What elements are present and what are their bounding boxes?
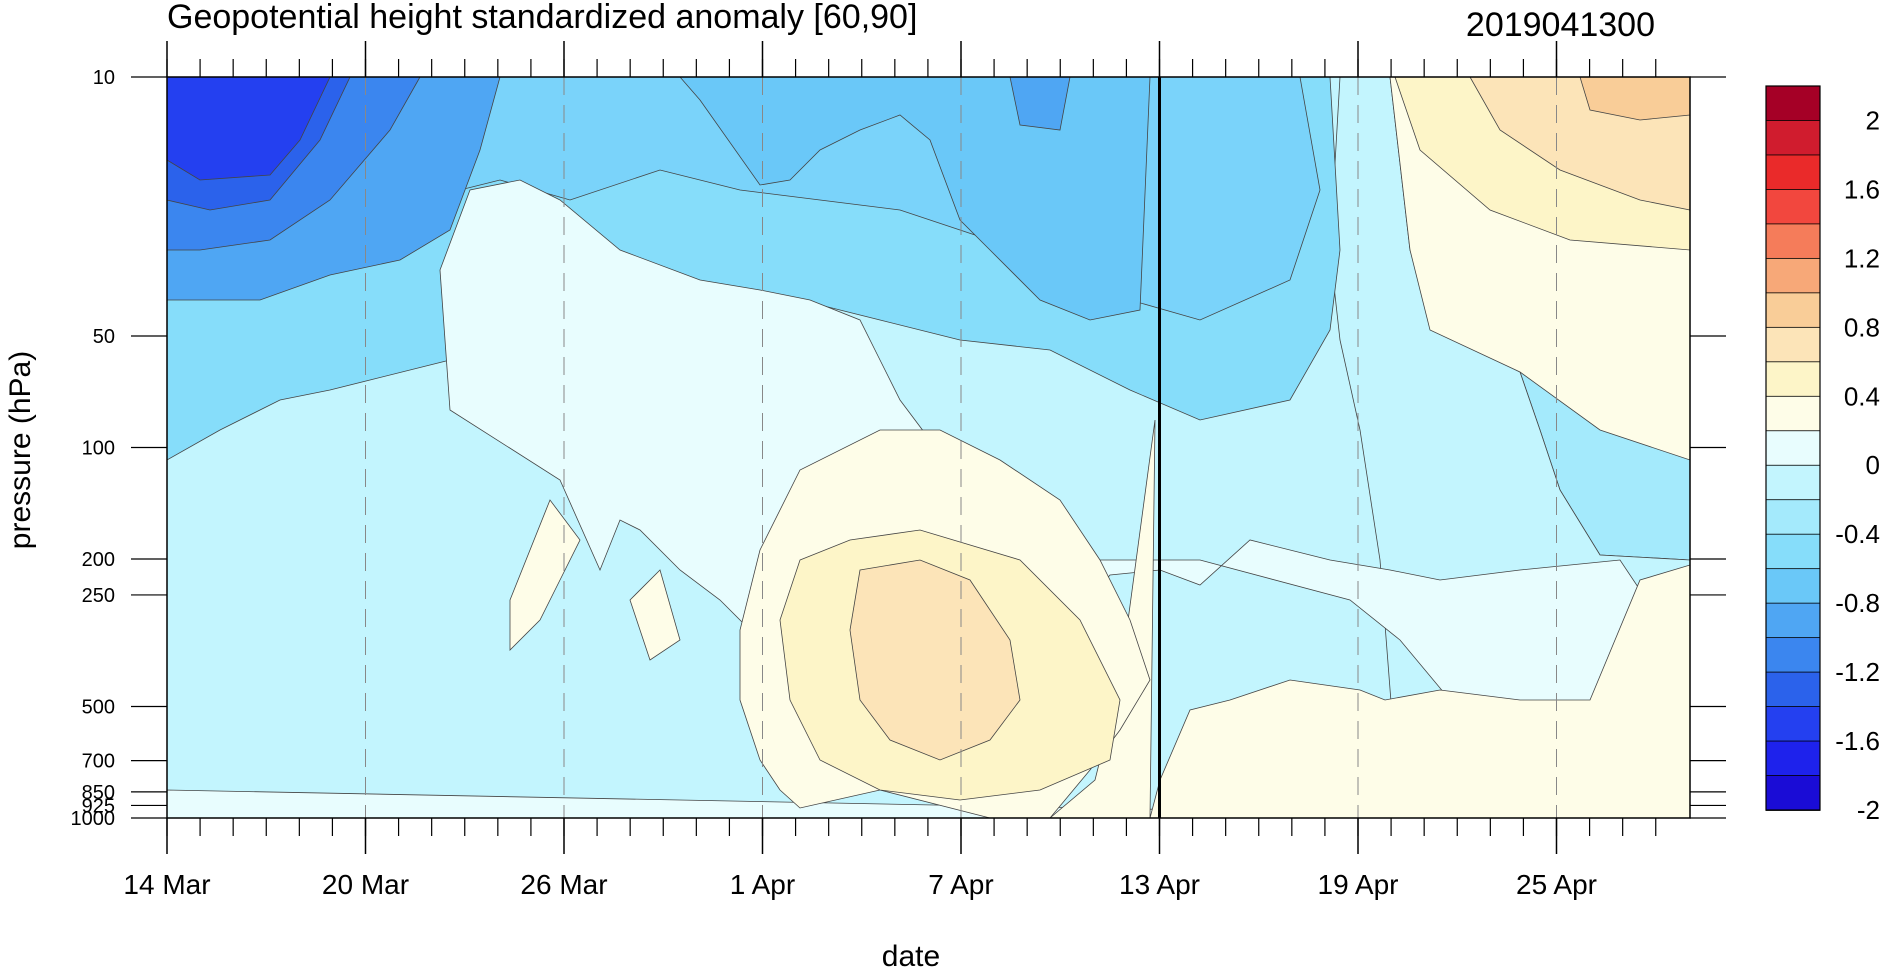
colorbar-swatch	[1765, 671, 1821, 708]
x-tick-label: 13 Apr	[1119, 869, 1200, 900]
colorbar-frame	[1765, 85, 1821, 811]
y-tick-label: 1000	[71, 808, 116, 830]
colorbar-swatch	[1765, 361, 1821, 398]
colorbar-swatch	[1765, 740, 1821, 777]
colorbar-swatch	[1765, 292, 1821, 329]
chart-date-stamp: 2019041300	[1466, 6, 1655, 44]
x-tick-label: 26 Mar	[520, 869, 607, 900]
colorbar-swatch	[1765, 602, 1821, 639]
colorbar-label: -0.8	[1835, 588, 1880, 618]
colorbar-swatch	[1765, 706, 1821, 742]
y-tick-label: 10	[93, 67, 115, 89]
colorbar-swatch	[1765, 499, 1821, 536]
y-tick-label: 50	[93, 326, 115, 348]
contour-band-0.2	[629, 569, 681, 661]
date-axis: 14 Mar 20 Mar 26 Mar 1 Apr 7 Apr 13 Apr 19 Apr…	[123, 41, 1657, 900]
colorbar-swatch	[1765, 223, 1821, 260]
colorbar-swatch	[1765, 120, 1821, 156]
x-tick-label: 1 Apr	[730, 869, 795, 900]
colorbar-swatch	[1765, 568, 1821, 605]
colorbar-swatch	[1765, 637, 1821, 673]
colorbar-label: 2	[1866, 105, 1880, 135]
colorbar-swatch	[1765, 395, 1821, 432]
colorbar-label: 0.8	[1844, 312, 1880, 342]
colorbar-label: -0.4	[1835, 519, 1880, 549]
colorbar-label: 1.6	[1844, 174, 1880, 204]
colorbar-label: -2	[1857, 795, 1880, 825]
colorbar-label: -1.6	[1835, 726, 1880, 756]
colorbar-label: 0	[1866, 450, 1880, 480]
colorbar-swatch	[1765, 464, 1821, 501]
x-axis-label: date	[882, 940, 940, 969]
contour-band-0.2	[1048, 419, 1691, 819]
contour-band-0.6	[849, 559, 1021, 761]
x-tick-label: 19 Apr	[1318, 869, 1399, 900]
colorbar: 2 1.6 1.2 0.8 0.4 0 -0.4 -0.8 -1.2 -1.6 -2	[1765, 85, 1880, 825]
y-axis-label: pressure (hPa)	[4, 351, 37, 549]
contour-band--1.2	[1009, 76, 1071, 131]
y-tick-label: 850	[82, 782, 115, 804]
colorbar-swatch	[1765, 533, 1821, 570]
y-tick-label: 700	[82, 751, 115, 773]
chart-title: Geopotential height standardized anomaly…	[167, 0, 917, 36]
colorbar-swatch	[1765, 189, 1821, 225]
x-tick-label: 7 Apr	[928, 869, 993, 900]
contour-fills	[166, 76, 1691, 819]
y-tick-label: 200	[82, 549, 115, 571]
colorbar-swatch	[1765, 154, 1821, 191]
x-tick-label: 25 Apr	[1516, 869, 1597, 900]
y-tick-label: 250	[82, 585, 115, 607]
colorbar-swatch	[1765, 430, 1821, 467]
y-tick-label: 100	[82, 438, 115, 460]
colorbar-label: 0.4	[1844, 381, 1880, 411]
y-tick-label: 500	[82, 696, 115, 718]
colorbar-swatch	[1765, 775, 1821, 811]
x-tick-label: 20 Mar	[322, 869, 409, 900]
colorbar-swatch	[1765, 85, 1821, 122]
colorbar-swatch	[1765, 326, 1821, 363]
y-tick-label: 925	[82, 795, 115, 817]
x-tick-label: 14 Mar	[123, 869, 210, 900]
colorbar-label: 1.2	[1844, 243, 1880, 273]
colorbar-label: -1.2	[1835, 657, 1880, 687]
contour-band-0.2	[509, 499, 581, 651]
colorbar-swatch	[1765, 257, 1821, 294]
